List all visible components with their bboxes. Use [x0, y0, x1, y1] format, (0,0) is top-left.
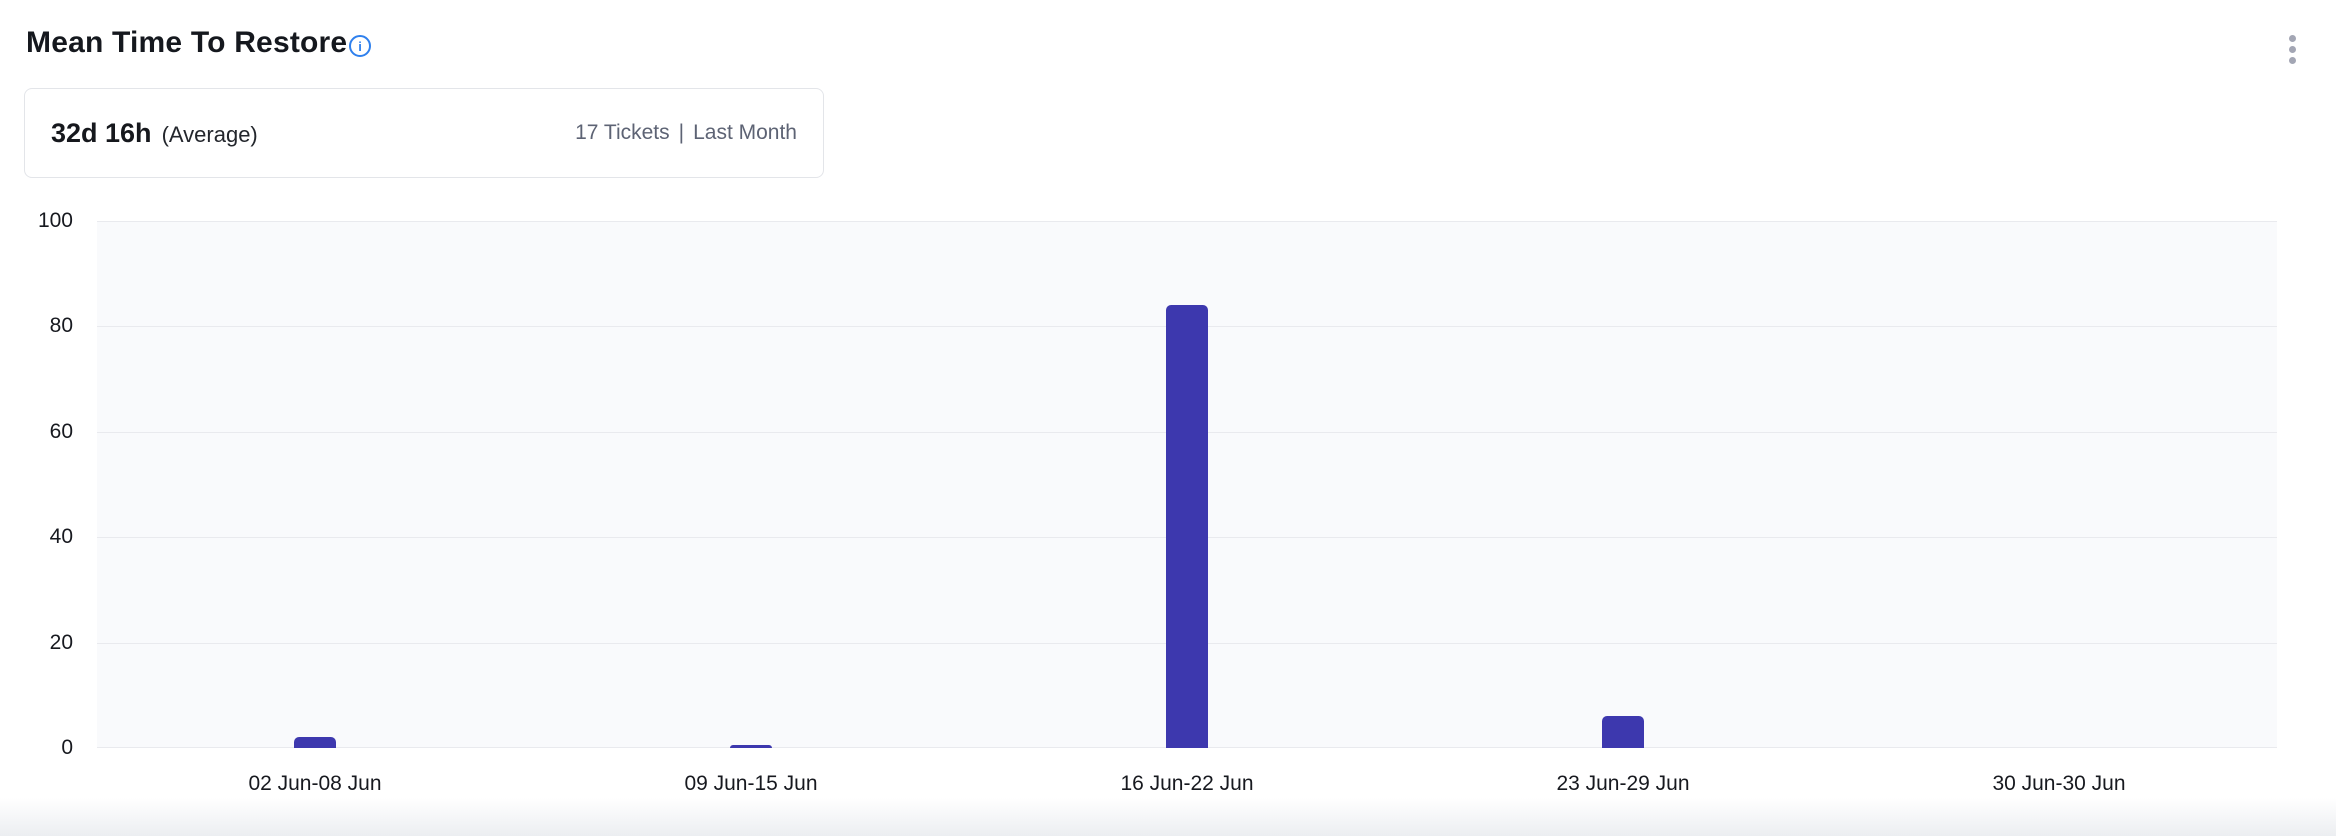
x-tick-label: 09 Jun-15 Jun: [684, 772, 818, 795]
y-tick-label: 80: [49, 314, 73, 337]
summary-average: 32d 16h (Average): [51, 118, 258, 149]
y-tick-label: 40: [49, 525, 73, 548]
summary-period: Last Month: [693, 121, 797, 144]
bottom-fade: [0, 798, 2336, 836]
kebab-dot: [2288, 35, 2296, 42]
bar-23-jun-29-jun[interactable]: [1602, 716, 1644, 748]
y-tick-label: 20: [49, 631, 73, 654]
summary-card: 32d 16h (Average) 17 Tickets | Last Mont…: [24, 88, 824, 178]
kebab-dot: [2288, 57, 2296, 64]
summary-tickets: 17 Tickets: [575, 121, 670, 144]
x-axis: 02 Jun-08 Jun 09 Jun-15 Jun 16 Jun-22 Jun 2…: [97, 770, 2277, 802]
y-tick-label: 60: [49, 420, 73, 443]
info-icon-glyph: i: [358, 38, 362, 54]
summary-value: 32d 16h: [51, 117, 152, 148]
bar-16-jun-22-jun[interactable]: [1166, 305, 1208, 748]
summary-separator: |: [678, 121, 685, 144]
info-icon[interactable]: i: [349, 35, 371, 57]
kebab-dot: [2288, 46, 2296, 53]
gridline: [97, 221, 2277, 222]
x-tick-label: 02 Jun-08 Jun: [248, 772, 382, 795]
x-tick-label: 16 Jun-22 Jun: [1120, 772, 1254, 795]
y-axis: 0 20 40 60 80 100: [0, 209, 73, 759]
bar-02-jun-08-jun[interactable]: [294, 737, 336, 748]
y-tick-label: 100: [37, 209, 73, 232]
summary-value-label: (Average): [161, 121, 258, 147]
x-tick-label: 23 Jun-29 Jun: [1556, 772, 1690, 795]
summary-meta: 17 Tickets | Last Month: [575, 121, 797, 145]
page-title: Mean Time To Restore: [26, 26, 348, 59]
plot-area: [97, 221, 2277, 748]
kebab-menu-icon[interactable]: [2288, 35, 2296, 64]
bar-09-jun-15-jun[interactable]: [730, 745, 772, 748]
x-tick-label: 30 Jun-30 Jun: [1992, 772, 2126, 795]
y-tick-label: 0: [61, 736, 73, 759]
